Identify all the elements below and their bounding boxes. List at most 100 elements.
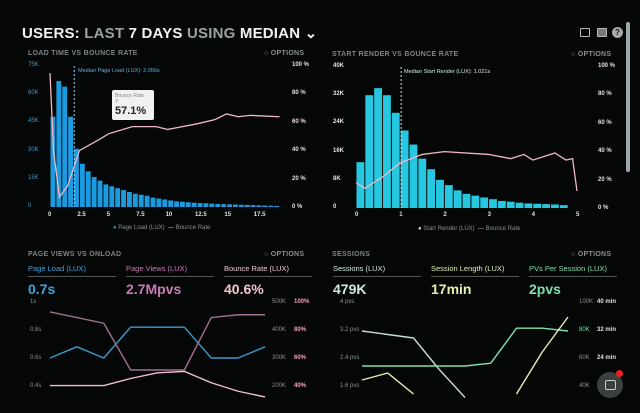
panel-title: SESSIONS: [332, 251, 371, 258]
histogram-bar: [244, 204, 250, 207]
axis-tick-label: 0: [333, 204, 337, 210]
histogram-bar: [68, 116, 74, 207]
panel-title: START RENDER VS BOUNCE RATE: [332, 51, 459, 58]
axis-tick-label: 100K: [579, 299, 594, 305]
axis-tick-label: 80 %: [292, 90, 306, 97]
chat-icon: [604, 380, 616, 390]
axis-tick-label: 40K: [333, 63, 345, 69]
series-line: [361, 330, 466, 398]
axis-tick-label: 0.4s: [30, 383, 42, 389]
axis-tick-label: 40K: [579, 383, 590, 389]
histogram-bar: [268, 205, 274, 207]
metric-card[interactable]: Bounce Rate (LUX) 40.6%: [224, 264, 312, 297]
panel-title: LOAD TIME VS BOUNCE RATE: [28, 50, 138, 57]
axis-tick-label: 20 %: [598, 176, 612, 183]
metric-label: Bounce Rate (LUX): [224, 264, 312, 277]
axis-tick-label: 60K: [28, 90, 39, 97]
metric-value: 0.7s: [28, 281, 56, 297]
axis-tick-label: 2.4 pvs: [340, 355, 360, 361]
chevron-down-icon[interactable]: ⌄: [304, 25, 318, 42]
axis-tick-label: 1s: [30, 299, 37, 305]
histogram-bar: [238, 204, 244, 207]
histogram-bar: [365, 95, 374, 208]
notification-badge: [616, 370, 623, 377]
chart-icon[interactable]: [597, 28, 607, 37]
histogram-bar: [227, 204, 232, 207]
histogram-bar: [383, 95, 391, 208]
options-button[interactable]: ○ OPTIONS: [264, 50, 305, 57]
histogram-bar: [256, 205, 262, 207]
histogram-bar: [85, 171, 91, 207]
axis-tick-label: 500K: [272, 299, 287, 305]
series-line: [362, 327, 569, 367]
histogram-bar: [62, 86, 68, 207]
metric-card[interactable]: Page Load (LUX) 0.7s: [28, 264, 116, 297]
axis-tick-label: 40%: [294, 383, 307, 389]
axis-tick-label: 20 %: [292, 175, 306, 182]
metric-card[interactable]: PVs Per Session (LUX) 2pvs: [529, 264, 617, 297]
axis-tick-label: 17.5: [253, 212, 266, 218]
histogram-bar: [97, 180, 103, 207]
histogram-bar: [162, 199, 168, 207]
axis-tick-label: 60 %: [292, 118, 306, 125]
axis-tick-label: 5: [106, 212, 111, 218]
metric-card[interactable]: Session Length (LUX) 17min: [431, 264, 519, 297]
axis-tick-label: 300K: [272, 355, 287, 361]
axis-tick-label: 45K: [28, 118, 39, 125]
axis-tick-label: 60K: [579, 355, 590, 361]
histogram-bar: [150, 197, 156, 207]
options-button[interactable]: ○ OPTIONS: [571, 51, 612, 58]
metric-card[interactable]: Page Views (LUX) 2.7Mpvs: [126, 264, 214, 297]
histogram-bar: [50, 116, 56, 207]
histogram-bar: [480, 197, 489, 208]
series-line: [49, 326, 266, 359]
scrollbar[interactable]: [626, 22, 630, 172]
tooltip: Bounce Rate Y: 57.1%: [112, 90, 154, 120]
axis-tick-label: 10: [165, 212, 173, 218]
help-icon[interactable]: ?: [612, 27, 623, 38]
page-title[interactable]: USERS: LAST 7 DAYS USING MEDIAN ⌄: [22, 25, 318, 42]
axis-tick-label: 0.8s: [30, 327, 42, 333]
axis-tick-label: 5: [576, 212, 580, 218]
histogram-bar: [91, 176, 97, 207]
axis-tick-label: 1.6 pvs: [340, 383, 360, 389]
histogram-bar: [262, 205, 268, 207]
axis-tick-label: 2.5: [77, 212, 86, 218]
bounce-rate-line: [49, 73, 280, 199]
legend[interactable]: ● Page Load (LUX) — Bounce Rate: [113, 225, 211, 231]
histogram-bar: [444, 185, 453, 208]
histogram-bar: [462, 193, 471, 208]
axis-tick-label: 2: [443, 212, 447, 218]
histogram-bar: [524, 203, 533, 208]
axis-tick-label: 24 min: [597, 355, 617, 361]
histogram-bar: [115, 188, 121, 207]
axis-tick-label: 7.5: [136, 212, 145, 218]
metric-label: Page Load (LUX): [28, 264, 116, 277]
axis-tick-label: 32 min: [597, 327, 617, 333]
monitor-icon[interactable]: [580, 28, 590, 37]
histogram-bar: [185, 202, 191, 207]
legend[interactable]: ● Start Render (LUX) — Bounce Rate: [418, 226, 521, 232]
metric-value: 479K: [333, 281, 367, 297]
metric-card[interactable]: Sessions (LUX) 479K: [333, 264, 421, 297]
axis-tick-label: 75K: [28, 62, 39, 68]
histogram-bar: [497, 200, 506, 208]
options-button[interactable]: ○ OPTIONS: [571, 251, 612, 258]
histogram-bar: [250, 205, 256, 207]
axis-tick-label: 0: [28, 203, 32, 209]
axis-tick-label: 100%: [294, 299, 310, 305]
options-button[interactable]: ○ OPTIONS: [264, 251, 305, 258]
axis-tick-label: 40 %: [598, 148, 612, 155]
axis-tick-label: 400K: [272, 327, 287, 333]
panel-title: PAGE VIEWS VS ONLOAD: [28, 251, 122, 258]
axis-tick-label: 16K: [333, 147, 345, 154]
axis-tick-label: 15: [224, 212, 232, 218]
series-line: [515, 316, 569, 395]
histogram-bar: [109, 186, 115, 207]
axis-tick-label: 0: [355, 212, 359, 218]
histogram-bar: [103, 184, 109, 207]
histogram-bar: [232, 204, 238, 207]
metric-value: 17min: [431, 281, 472, 297]
axis-tick-label: 200K: [272, 383, 287, 389]
histogram-bar: [179, 201, 185, 207]
